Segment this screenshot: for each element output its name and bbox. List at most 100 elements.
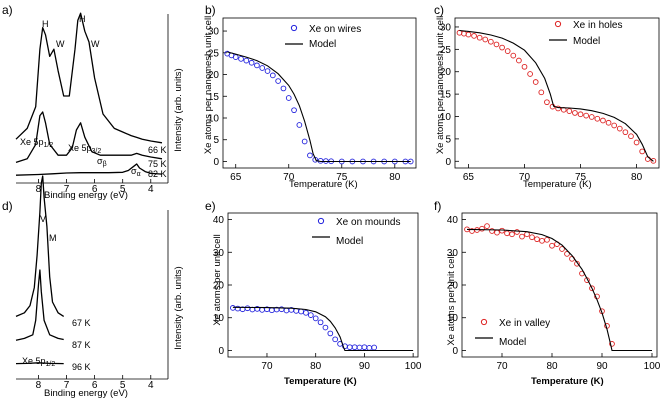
y-tick-label: 10	[440, 112, 452, 123]
x-tick-label: 5	[120, 184, 126, 195]
temp-label-82k: 82 K	[148, 169, 167, 179]
panel-c-legend-model: Model	[573, 36, 600, 47]
panel-e-label: e)	[205, 199, 216, 213]
data-point	[482, 36, 489, 43]
y-tick-label: 0	[445, 157, 451, 168]
x-tick-label: 80	[631, 172, 643, 183]
data-point	[465, 31, 472, 38]
data-point	[264, 68, 271, 74]
panel-a-xlabel: Binding energy (eV)	[44, 190, 128, 201]
x-tick-label: 8	[36, 380, 42, 391]
legend-marker	[317, 217, 325, 225]
y-tick-label: 0	[213, 157, 219, 168]
y-tick-label: 30	[440, 22, 452, 33]
annotation-sigma-beta: σβ	[97, 156, 107, 168]
y-tick-label: 5	[445, 134, 451, 145]
panel-e-legend-data: Xe on mounds	[336, 217, 401, 228]
data-point	[639, 148, 646, 155]
panel-c-legend-data: Xe in holes	[573, 20, 622, 31]
panel-b-ylabel: Xe atoms per nanomesh unit cell	[203, 16, 214, 154]
panel-f-xlabel: Temperature (K)	[531, 376, 604, 387]
data-point	[504, 48, 511, 54]
data-point	[516, 57, 522, 64]
data-point	[534, 236, 540, 243]
data-point	[514, 229, 520, 235]
y-tick-label: 20	[213, 281, 225, 292]
temp-label-87k: 87 K	[72, 340, 91, 350]
plot-frame	[461, 212, 658, 358]
panel-f-plot: 70 80 90 100 0 10 20 30 40	[447, 212, 661, 372]
data-point	[307, 152, 313, 159]
panel-c-ylabel: Xe atoms per nanomesh unit cell	[435, 16, 446, 154]
data-point	[539, 237, 545, 244]
x-tick-label: 5	[120, 380, 126, 391]
data-point	[291, 107, 297, 114]
x-tick-label: 75	[336, 172, 348, 183]
y-tick-label: 0	[218, 346, 224, 357]
data-point	[346, 344, 353, 351]
data-point	[317, 319, 324, 326]
y-tick-label: 40	[447, 215, 459, 226]
data-point	[332, 336, 339, 343]
model-line	[232, 306, 414, 352]
panel-b-legend-data: Xe on wires	[309, 24, 361, 35]
data-point	[312, 315, 319, 322]
data-point	[494, 229, 500, 236]
y-tick-label: 10	[447, 313, 459, 324]
y-tick-label: 25	[208, 48, 220, 59]
panel-d-label: d)	[2, 199, 13, 213]
temp-label-96k: 96 K	[72, 362, 91, 372]
data-point	[588, 114, 595, 120]
spectrum-curve	[15, 111, 163, 164]
x-tick-label: 70	[519, 172, 531, 183]
panel-b-label: b)	[205, 3, 216, 17]
peak-label-m: M	[49, 233, 57, 243]
x-tick-label: 8	[36, 184, 42, 195]
annotation-xe-5p12: Xe 5p1/2	[20, 137, 53, 149]
data-point	[527, 71, 533, 77]
model-line	[459, 29, 654, 162]
peak-label-w2: W	[91, 39, 100, 49]
panel-a-label: a)	[2, 3, 13, 17]
data-point	[254, 62, 260, 69]
data-point	[461, 30, 467, 37]
panel-e-plot: 70 80 90 100 0 10 20 30 40	[213, 212, 422, 372]
data-point	[559, 246, 565, 252]
data-point	[622, 129, 629, 136]
panel-f-legend-data: Xe in valley	[499, 318, 550, 329]
x-tick-label: 4	[148, 184, 154, 195]
data-point	[616, 125, 623, 132]
data-point	[268, 307, 275, 314]
spectrum-curve	[15, 362, 64, 365]
y-tick-label: 15	[208, 92, 220, 103]
panel-c-plot: 65 70 75 80 0 5 10 15 20 25 30	[440, 17, 660, 183]
legend-marker	[554, 20, 562, 28]
y-tick-label: 5	[213, 135, 219, 146]
data-point	[549, 242, 555, 249]
plot-frame	[454, 17, 660, 169]
panel-b-legend-model: Model	[309, 39, 336, 50]
data-point	[532, 79, 539, 85]
annotation-xe-5p32: Xe 5p3/2	[68, 143, 101, 155]
data-point	[609, 341, 615, 347]
spectrum-curve	[15, 163, 163, 176]
x-tick-label: 65	[230, 172, 242, 183]
x-tick-label: 80	[389, 172, 401, 183]
data-point	[555, 105, 561, 112]
panel-b-xlabel: Temperature (K)	[289, 179, 358, 190]
x-tick-label: 90	[596, 361, 608, 372]
temp-label-66k: 66 K	[148, 145, 167, 155]
data-point	[519, 233, 525, 240]
y-tick-label: 40	[213, 215, 225, 226]
data-point	[322, 324, 329, 331]
panel-f-legend-model: Model	[499, 337, 526, 348]
panel-f-ylabel: Xe atoms per unit cell	[446, 254, 457, 345]
y-tick-label: 30	[208, 27, 220, 38]
data-point	[499, 44, 505, 51]
data-point	[489, 228, 495, 234]
data-point	[583, 112, 589, 119]
y-tick-label: 30	[213, 248, 225, 259]
x-tick-label: 7	[64, 380, 70, 391]
data-point	[366, 344, 373, 351]
data-point	[371, 344, 378, 351]
